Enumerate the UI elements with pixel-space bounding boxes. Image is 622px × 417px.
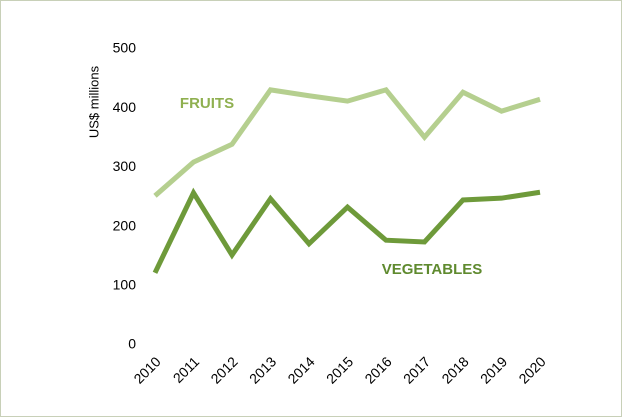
y-tick-label: 200	[113, 217, 137, 233]
series-line	[152, 187, 541, 274]
y-tick-label: 100	[113, 277, 137, 293]
y-axis-label: US$ millions	[86, 65, 101, 138]
series-label: FRUITS	[180, 95, 234, 112]
y-tick-label: 0	[128, 336, 136, 352]
series-line	[153, 86, 541, 198]
series-label: VEGETABLES	[382, 261, 483, 278]
y-tick-label: 500	[113, 40, 137, 56]
y-tick-label: 400	[113, 99, 137, 115]
y-tick-label: 300	[113, 158, 137, 174]
